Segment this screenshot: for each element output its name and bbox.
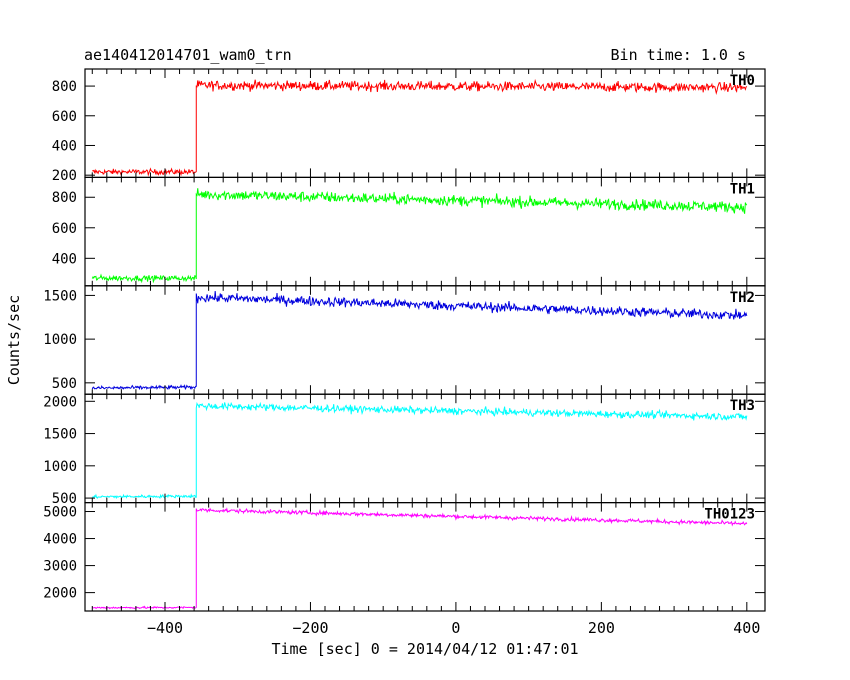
y-tick-label: 400 [52,138,77,154]
y-tick-label: 200 [52,168,77,184]
series-label: TH0123 [704,507,755,523]
chart-title: ae140412014701_wam0_trn [84,46,292,64]
x-axis-label: Time [sec] 0 = 2014/04/12 01:47:01 [271,640,578,658]
y-tick-label: 1000 [43,332,77,348]
panel-th0: 200 400 600 800 TH0 [52,68,766,184]
y-tick-label: 2000 [43,394,77,410]
y-tick-label: 4000 [43,532,77,548]
panel-th3: 500 1000 1500 2000 TH3 [43,393,766,507]
panel-th1: 400 600 800 TH1 [52,176,766,287]
series-line-th1 [91,188,748,284]
series-label: TH2 [730,290,755,306]
y-tick-label: 800 [52,190,77,206]
panel-th2: 500 1000 1500 TH2 [43,285,766,395]
panel-frame [84,502,766,612]
x-tick-label: −400 [147,619,183,637]
series-line-th3 [92,401,748,500]
y-tick-label: 400 [52,251,77,267]
series-label: TH0 [730,73,755,89]
x-tick-label: 400 [733,619,760,637]
series-label: TH3 [730,398,755,414]
panel-frame [84,176,766,287]
y-tick-label: 600 [52,109,77,125]
series-line-th2 [91,290,748,391]
y-tick-label: 1000 [43,459,77,475]
y-tick-label: 600 [52,221,77,237]
series-line-th0 [92,78,748,177]
y-tick-label: 500 [52,376,77,392]
series-label: TH1 [730,181,755,197]
x-tick-label: 200 [588,619,615,637]
x-tick-label: −200 [292,619,328,637]
panel-th0123: 2000 3000 4000 5000 TH0123 [43,502,766,612]
x-tick-label: 0 [451,619,460,637]
y-axis-label: Counts/sec [5,295,23,385]
bin-time-label: Bin time: 1.0 s [611,46,746,64]
y-tick-label: 500 [52,491,77,507]
y-tick-label: 800 [52,79,77,95]
y-tick-label: 2000 [43,586,77,602]
series-line-th0123 [91,507,748,610]
y-tick-label: 3000 [43,559,77,575]
y-tick-label: 1500 [43,427,77,443]
y-tick-label: 1500 [43,288,77,304]
y-tick-label: 5000 [43,505,77,521]
